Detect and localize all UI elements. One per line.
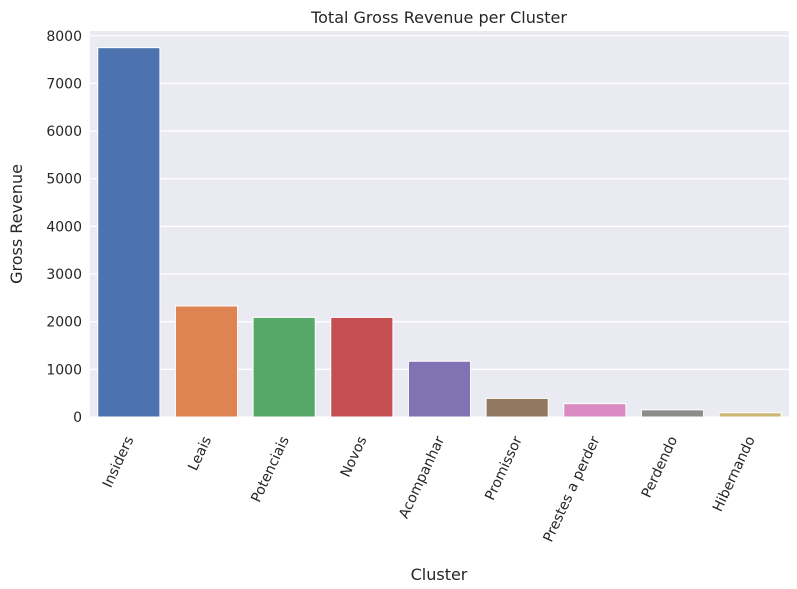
y-tick-label: 0 [73,410,82,426]
bar-promissor [485,397,549,418]
chart-title: Total Gross Revenue per Cluster [310,8,567,27]
x-tick-label: Promissor [482,434,526,503]
x-tick-label: Leais [185,434,215,473]
x-tick-label: Perdendo [639,434,681,500]
y-tick-label: 1000 [46,362,82,378]
bar-novos [330,316,394,418]
bar-leais [174,305,239,418]
bar-potenciais [252,316,316,418]
y-tick-label: 8000 [46,29,82,45]
bar-perdendo [640,409,705,418]
y-tick-label: 3000 [46,267,82,283]
y-tick-label: 5000 [46,172,82,188]
x-tick-label: Acompanhar [396,434,448,521]
bar-insiders [97,47,161,418]
x-axis-ticks: Insiders Leais Potenciais Novos Acompanhar Pr… [100,434,759,545]
y-tick-label: 4000 [46,219,82,235]
bar-prestes-a-perder [563,403,627,418]
x-tick-label: Hibernando [710,434,759,514]
y-axis-ticks: 0 1000 2000 3000 4000 5000 6000 7000 8000 [46,29,82,426]
y-tick-label: 7000 [46,76,82,92]
bar-acompanhar [407,360,472,418]
y-tick-label: 2000 [46,315,82,331]
x-tick-label: Prestes a perder [540,434,603,545]
x-tick-label: Novos [338,434,371,480]
y-axis-title: Gross Revenue [7,164,26,284]
x-tick-label: Potenciais [248,434,292,505]
x-axis-title: Cluster [411,565,468,584]
bars [97,47,782,418]
y-tick-label: 6000 [46,124,82,140]
bar-hibernando [718,412,782,418]
x-tick-label: Insiders [100,434,138,490]
